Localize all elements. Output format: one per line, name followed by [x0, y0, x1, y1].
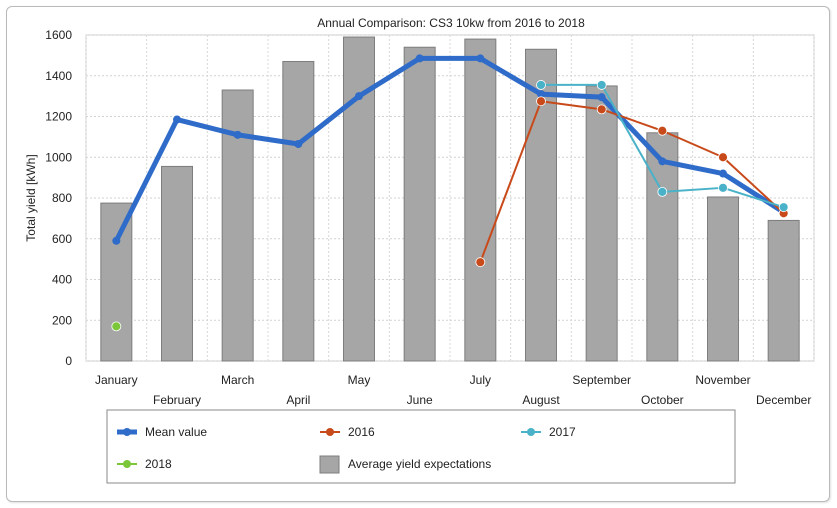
legend-label: 2016: [348, 425, 375, 439]
data-point: [718, 182, 728, 193]
axes: 0 200 400 600 800 1000 1200 1400 1600 January Febr…: [45, 28, 811, 407]
legend-label: Mean value: [145, 425, 207, 439]
y-tick-label: 1200: [45, 110, 72, 124]
y-tick-label: 1600: [45, 28, 72, 42]
legend-marker: [527, 428, 535, 436]
data-point: [355, 92, 363, 101]
y-tick-label: 1000: [45, 150, 72, 164]
legend-swatch: [319, 455, 340, 474]
y-tick-label: 400: [52, 273, 72, 287]
x-tick-label: December: [756, 393, 811, 407]
bar: [100, 202, 133, 362]
y-tick-label: 200: [52, 313, 72, 327]
y-tick-label: 1400: [45, 69, 72, 83]
x-tick-label: February: [153, 393, 201, 407]
bar: [767, 219, 800, 362]
data-point: [536, 96, 546, 107]
data-point: [476, 54, 485, 63]
legend-box: [106, 409, 736, 484]
x-tick-label: August: [522, 393, 560, 407]
data-point: [112, 236, 121, 245]
data-point: [657, 125, 668, 136]
x-tick-label: January: [95, 373, 138, 387]
x-tick-label: July: [470, 373, 491, 387]
x-tick-label: September: [572, 373, 631, 387]
legend: Mean value 2016 2017 2018 Average yield expe…: [106, 409, 736, 484]
data-point: [597, 93, 606, 102]
data-point: [658, 157, 667, 166]
x-tick-label: June: [407, 393, 433, 407]
data-point: [173, 115, 181, 124]
series-line: [479, 100, 785, 264]
legend-label: 2018: [145, 457, 172, 471]
bar: [161, 165, 193, 362]
y-tick-label: 600: [52, 232, 72, 246]
legend-label: Average yield expectations: [348, 457, 491, 471]
series-line: [113, 55, 787, 244]
legend-label: 2017: [549, 425, 576, 439]
legend-marker: [326, 428, 334, 436]
x-tick-label: May: [348, 373, 371, 387]
legend-marker: [123, 460, 131, 468]
y-tick-label: 800: [52, 191, 72, 205]
bar: [707, 196, 739, 362]
x-tick-label: March: [221, 373, 254, 387]
data-point: [596, 80, 607, 90]
data-point: [536, 80, 546, 90]
x-tick-label: April: [286, 393, 310, 407]
bar: [646, 132, 679, 362]
data-point: [718, 152, 728, 163]
series-lines: [111, 54, 789, 332]
data-point: [657, 186, 668, 197]
bar: [585, 85, 618, 362]
bar: [403, 46, 436, 362]
data-point: [233, 130, 242, 139]
data-point: [415, 54, 424, 63]
data-point: [294, 140, 303, 149]
x-tick-label: October: [641, 393, 684, 407]
data-point: [778, 202, 789, 213]
data-point: [475, 257, 486, 268]
grid: [85, 34, 815, 362]
bar: [343, 36, 375, 362]
x-tick-label: November: [695, 373, 750, 387]
data-point: [596, 104, 607, 115]
y-tick-label: 0: [65, 354, 72, 368]
data-point: [537, 90, 545, 99]
bar: [282, 60, 315, 362]
data-point: [719, 169, 727, 178]
y-axis-label: Total yield [kWh]: [24, 154, 38, 241]
legend-marker: [123, 428, 131, 436]
chart-title: Annual Comparison: CS3 10kw from 2016 to…: [317, 16, 585, 30]
bar: [464, 38, 497, 362]
data-point: [111, 321, 122, 332]
